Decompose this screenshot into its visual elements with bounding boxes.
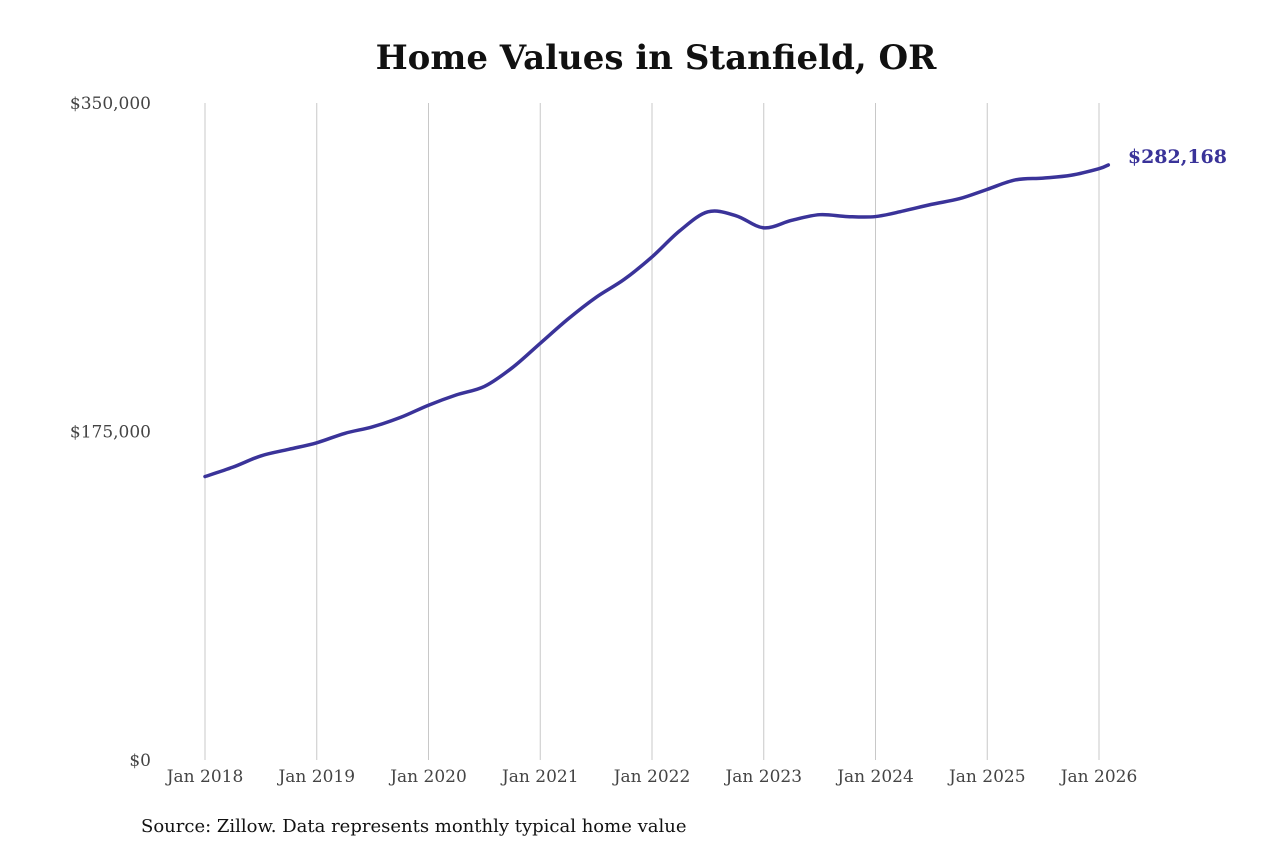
y-tick-label: $0: [129, 751, 151, 771]
x-axis-tick-labels: Jan 2018 Jan 2019 Jan 2020 Jan 2021 Jan 2022…: [165, 767, 1138, 787]
x-tick-label: Jan 2026: [1059, 767, 1138, 787]
x-tick-label: Jan 2023: [723, 767, 802, 787]
chart-title: Home Values in Stanfield, OR: [375, 38, 937, 78]
series-end-label: $282,168: [1128, 146, 1227, 168]
y-tick-label: $175,000: [70, 423, 151, 443]
x-tick-label: Jan 2019: [276, 767, 355, 787]
y-axis-tick-labels: $0 $175,000 $350,000: [70, 94, 151, 771]
x-tick-label: Jan 2021: [500, 767, 579, 787]
x-tick-label: Jan 2025: [947, 767, 1026, 787]
x-tick-label: Jan 2022: [612, 767, 691, 787]
x-tick-label: Jan 2020: [388, 767, 467, 787]
x-tick-label: Jan 2018: [165, 767, 244, 787]
source-note: Source: Zillow. Data represents monthly …: [141, 816, 687, 837]
series-line: [203, 163, 1111, 479]
gridlines: [204, 103, 1100, 760]
series-layer: $282,168: [203, 146, 1227, 479]
y-tick-label: $350,000: [70, 94, 151, 114]
x-tick-label: Jan 2024: [835, 767, 914, 787]
